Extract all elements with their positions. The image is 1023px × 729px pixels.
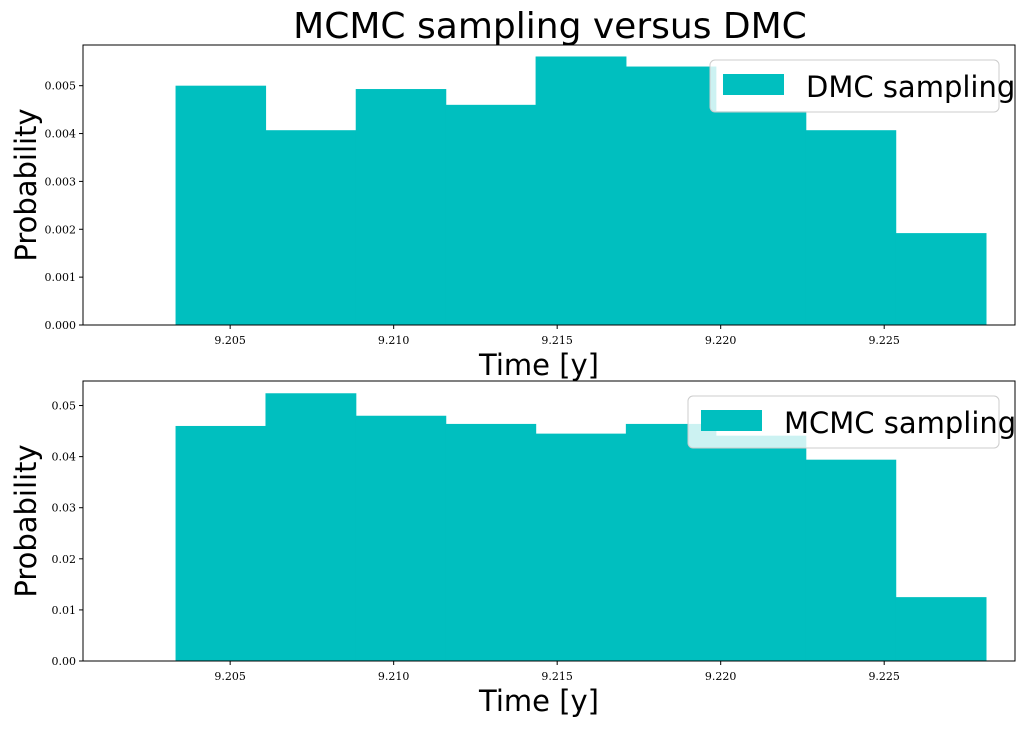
y-tick-label: 0.03 xyxy=(52,502,77,515)
y-tick-label: 0.002 xyxy=(45,223,77,236)
y-tick-label: 0.00 xyxy=(52,655,77,668)
histogram-bar xyxy=(355,89,447,326)
y-axis-label: Probability xyxy=(9,108,43,261)
histogram-bar xyxy=(805,130,897,325)
x-tick-label: 9.205 xyxy=(214,334,246,347)
legend-label: MCMC sampling xyxy=(784,406,1016,440)
y-tick-label: 0.000 xyxy=(45,319,77,332)
bottom-histogram-panel: 9.205 9.210 9.215 9.220 9.225 0.00 0.01 0.02 0.0… xyxy=(9,380,1016,718)
histogram-bar xyxy=(355,415,447,661)
x-axis-label: Time [y] xyxy=(478,348,599,382)
histogram-bar xyxy=(625,66,717,326)
histogram-bar xyxy=(445,423,537,661)
histogram-bar xyxy=(715,111,807,325)
plot-frame xyxy=(82,380,1016,662)
x-tick-label: 9.215 xyxy=(541,334,573,347)
y-tick-label: 0.01 xyxy=(52,604,77,617)
histogram-bar xyxy=(265,130,357,325)
y-tick-label: 0.001 xyxy=(45,271,77,284)
legend-swatch xyxy=(723,74,784,95)
histogram-bar xyxy=(265,393,357,661)
legend-box xyxy=(709,59,1000,113)
histogram-bar xyxy=(535,433,627,661)
x-axis-label: Time [y] xyxy=(478,684,599,718)
x-tick-label: 9.225 xyxy=(868,334,900,347)
legend-swatch xyxy=(701,410,762,431)
y-axis-label: Probability xyxy=(9,444,43,597)
histogram-bar xyxy=(895,233,987,325)
histogram-bar xyxy=(175,85,267,325)
y-tick-label: 0.005 xyxy=(45,80,77,93)
histogram-bar xyxy=(175,425,267,661)
y-tick-label: 0.05 xyxy=(52,400,77,413)
legend-label: DMC sampling xyxy=(806,70,1015,104)
x-tick-label: 9.215 xyxy=(541,670,573,683)
top-histogram-panel: 9.205 9.210 9.215 9.220 9.225 0.000 0.001 0.002… xyxy=(9,44,1016,382)
y-tick-label: 0.003 xyxy=(45,175,77,188)
histogram-bar xyxy=(625,423,717,661)
legend-box xyxy=(687,395,1000,449)
x-tick-label: 9.225 xyxy=(868,670,900,683)
chart-title: MCMC sampling versus DMC xyxy=(293,6,807,47)
x-tick-label: 9.205 xyxy=(214,670,246,683)
histogram-bar xyxy=(445,104,537,325)
x-tick-label: 9.210 xyxy=(378,670,410,683)
y-tick-label: 0.004 xyxy=(45,128,77,141)
histogram-bar xyxy=(715,435,807,661)
x-tick-label: 9.210 xyxy=(378,334,410,347)
x-tick-label: 9.220 xyxy=(705,334,737,347)
x-tick-label: 9.220 xyxy=(705,670,737,683)
histogram-bar xyxy=(895,597,987,661)
y-tick-label: 0.02 xyxy=(52,553,77,566)
plot-frame xyxy=(82,44,1016,326)
histogram-bar xyxy=(535,56,627,325)
histogram-bar xyxy=(805,459,897,661)
y-tick-label: 0.04 xyxy=(52,451,77,464)
